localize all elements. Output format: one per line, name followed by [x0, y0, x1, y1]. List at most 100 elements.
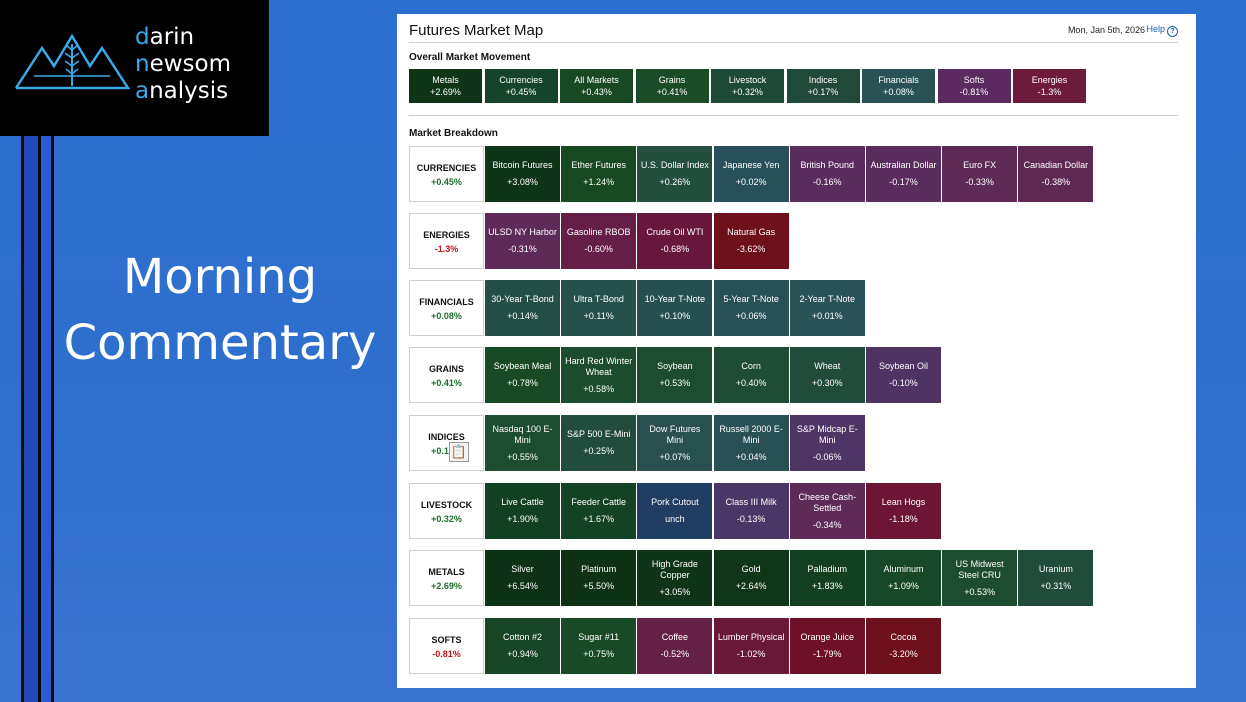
market-tile-coffee[interactable]: Coffee -0.52%: [637, 618, 713, 674]
tile-label: Russell 2000 E-Mini: [719, 423, 783, 445]
overall-tile-all-markets[interactable]: All Markets +0.43%: [560, 69, 633, 103]
market-tile-s-p-500-e-mini[interactable]: S&P 500 E-Mini +0.25%: [561, 415, 637, 471]
market-tile-feeder-cattle[interactable]: Feeder Cattle +1.67%: [561, 483, 637, 539]
market-tile-live-cattle[interactable]: Live Cattle +1.90%: [485, 483, 560, 539]
overall-tile-financials[interactable]: Financials +0.08%: [862, 69, 935, 103]
category-currencies[interactable]: CURRENCIES +0.45%: [409, 146, 484, 202]
tile-label: Uranium: [1038, 564, 1073, 574]
overall-tile-energies[interactable]: Energies -1.3%: [1013, 69, 1086, 103]
market-tile-ulsd-ny-harbor[interactable]: ULSD NY Harbor -0.31%: [485, 213, 560, 269]
market-tile-pork-cutout[interactable]: Pork Cutout unch: [637, 483, 713, 539]
market-tile-u-s-dollar-index[interactable]: U.S. Dollar Index +0.26%: [637, 146, 713, 202]
market-tile-ultra-t-bond[interactable]: Ultra T-Bond +0.11%: [561, 280, 637, 336]
market-tile-sugar-11[interactable]: Sugar #11 +0.75%: [561, 618, 637, 674]
tile-label: 30-Year T-Bond: [491, 294, 554, 304]
tile-label: All Markets: [574, 75, 619, 85]
overall-tile-softs[interactable]: Softs -0.81%: [937, 69, 1011, 103]
market-tile-uranium[interactable]: Uranium +0.31%: [1018, 550, 1094, 606]
market-tile-lumber-physical[interactable]: Lumber Physical -1.02%: [713, 618, 789, 674]
market-tile-cheese-cash-settled[interactable]: Cheese Cash-Settled -0.34%: [789, 483, 865, 539]
category-energies[interactable]: ENERGIES -1.3%: [409, 213, 484, 269]
overall-tile-indices[interactable]: Indices +0.17%: [786, 69, 860, 103]
overall-tile-livestock[interactable]: Livestock +0.32%: [711, 69, 784, 103]
mountain-wheat-logo-icon: [14, 33, 130, 90]
market-tile-10-year-t-note[interactable]: 10-Year T-Note +0.10%: [637, 280, 713, 336]
overall-tile-metals[interactable]: Metals +2.69%: [409, 69, 482, 103]
market-tile-canadian-dollar[interactable]: Canadian Dollar -0.38%: [1018, 146, 1094, 202]
tile-label: Lean Hogs: [881, 497, 926, 507]
market-tile-dow-futures-mini[interactable]: Dow Futures Mini +0.07%: [637, 415, 713, 471]
market-tile-australian-dollar[interactable]: Australian Dollar -0.17%: [866, 146, 941, 202]
market-tile-bitcoin-futures[interactable]: Bitcoin Futures +3.08%: [485, 146, 560, 202]
market-tile-orange-juice[interactable]: Orange Juice -1.79%: [789, 618, 865, 674]
market-tile-soybean-meal[interactable]: Soybean Meal +0.78%: [485, 347, 560, 403]
slide-title-line-2: Commentary: [63, 315, 377, 371]
market-tile-class-iii-milk[interactable]: Class III Milk -0.13%: [713, 483, 789, 539]
tile-change: -0.06%: [813, 451, 842, 462]
tile-label: U.S. Dollar Index: [640, 160, 709, 170]
market-tile-wheat[interactable]: Wheat +0.30%: [789, 347, 865, 403]
overall-tile-grains[interactable]: Grains +0.41%: [635, 69, 709, 103]
market-tile-nasdaq-100-e-mini[interactable]: Nasdaq 100 E-Mini +0.55%: [485, 415, 560, 471]
market-tile-hard-red-winter-wheat[interactable]: Hard Red Winter Wheat +0.58%: [561, 347, 637, 403]
paste-options-icon[interactable]: 📋: [449, 442, 469, 462]
market-tile-high-grade-copper[interactable]: High Grade Copper +3.05%: [637, 550, 713, 606]
category-livestock[interactable]: LIVESTOCK +0.32%: [409, 483, 484, 539]
market-tile-cocoa[interactable]: Cocoa -3.20%: [866, 618, 941, 674]
tile-change: +0.30%: [811, 378, 843, 388]
market-tile-natural-gas[interactable]: Natural Gas -3.62%: [713, 213, 789, 269]
market-tile-s-p-midcap-e-mini[interactable]: S&P Midcap E-Mini -0.06%: [789, 415, 865, 471]
market-tile-british-pound[interactable]: British Pound -0.16%: [789, 146, 865, 202]
category-name: GRAINS: [428, 364, 464, 374]
tile-label: Ultra T-Bond: [573, 294, 624, 304]
category-grains[interactable]: GRAINS +0.41%: [409, 347, 484, 403]
tile-change: -0.68%: [660, 244, 690, 254]
tile-label: Australian Dollar: [870, 160, 937, 170]
tile-change: +0.53%: [659, 378, 691, 388]
tile-label: Metals: [432, 75, 459, 85]
category-softs[interactable]: SOFTS -0.81%: [409, 618, 484, 674]
tile-change: +0.94%: [507, 649, 538, 659]
market-tile-30-year-t-bond[interactable]: 30-Year T-Bond +0.14%: [485, 280, 560, 336]
market-tile-5-year-t-note[interactable]: 5-Year T-Note +0.06%: [713, 280, 789, 336]
market-tile-lean-hogs[interactable]: Lean Hogs -1.18%: [866, 483, 941, 539]
market-tile-palladium[interactable]: Palladium +1.83%: [789, 550, 865, 606]
market-tile-2-year-t-note[interactable]: 2-Year T-Note +0.01%: [789, 280, 865, 336]
tile-change: +0.06%: [735, 311, 767, 321]
market-tile-cotton-2[interactable]: Cotton #2 +0.94%: [485, 618, 560, 674]
market-tile-euro-fx[interactable]: Euro FX -0.33%: [942, 146, 1018, 202]
market-tile-platinum[interactable]: Platinum +5.50%: [561, 550, 637, 606]
category-name: LIVESTOCK: [420, 500, 473, 510]
market-tile-ether-futures[interactable]: Ether Futures +1.24%: [561, 146, 637, 202]
tile-label: ULSD NY Harbor: [488, 227, 557, 237]
market-tile-aluminum[interactable]: Aluminum +1.09%: [866, 550, 941, 606]
tile-label: Nasdaq 100 E-Mini: [492, 423, 553, 445]
market-tile-soybean[interactable]: Soybean +0.53%: [637, 347, 713, 403]
market-tile-japanese-yen[interactable]: Japanese Yen +0.02%: [713, 146, 789, 202]
tile-change: -1.18%: [889, 514, 918, 524]
tile-label: Energies: [1031, 75, 1068, 85]
tile-label: S&P Midcap E-Mini: [796, 423, 858, 445]
help-link[interactable]: Help?: [1146, 24, 1178, 37]
market-tile-silver[interactable]: Silver +6.54%: [485, 550, 560, 606]
market-tile-gold[interactable]: Gold +2.64%: [713, 550, 789, 606]
overall-tile-currencies[interactable]: Currencies +0.45%: [484, 69, 558, 103]
market-tile-gasoline-rbob[interactable]: Gasoline RBOB -0.60%: [561, 213, 637, 269]
category-change: +0.32%: [431, 514, 462, 524]
tile-change: +1.24%: [583, 177, 615, 187]
market-tile-crude-oil-wti[interactable]: Crude Oil WTI -0.68%: [637, 213, 713, 269]
category-financials[interactable]: FINANCIALS +0.08%: [409, 280, 484, 336]
market-tile-soybean-oil[interactable]: Soybean Oil -0.10%: [866, 347, 941, 403]
market-tile-us-midwest-steel-cru[interactable]: US Midwest Steel CRU +0.53%: [942, 550, 1018, 606]
market-tile-russell-2000-e-mini[interactable]: Russell 2000 E-Mini +0.04%: [713, 415, 789, 471]
tile-change: +0.17%: [807, 87, 839, 97]
tile-label: Soybean Meal: [493, 361, 552, 371]
tile-label: Soybean Oil: [878, 361, 929, 371]
market-tile-corn[interactable]: Corn +0.40%: [713, 347, 789, 403]
category-indices[interactable]: INDICES +0.17%: [409, 415, 484, 471]
tile-label: S&P 500 E-Mini: [567, 429, 631, 439]
tile-change: +0.43%: [581, 87, 612, 97]
tile-label: Canadian Dollar: [1023, 160, 1089, 170]
tile-change: +0.10%: [659, 311, 691, 321]
category-metals[interactable]: METALS +2.69%: [409, 550, 484, 606]
